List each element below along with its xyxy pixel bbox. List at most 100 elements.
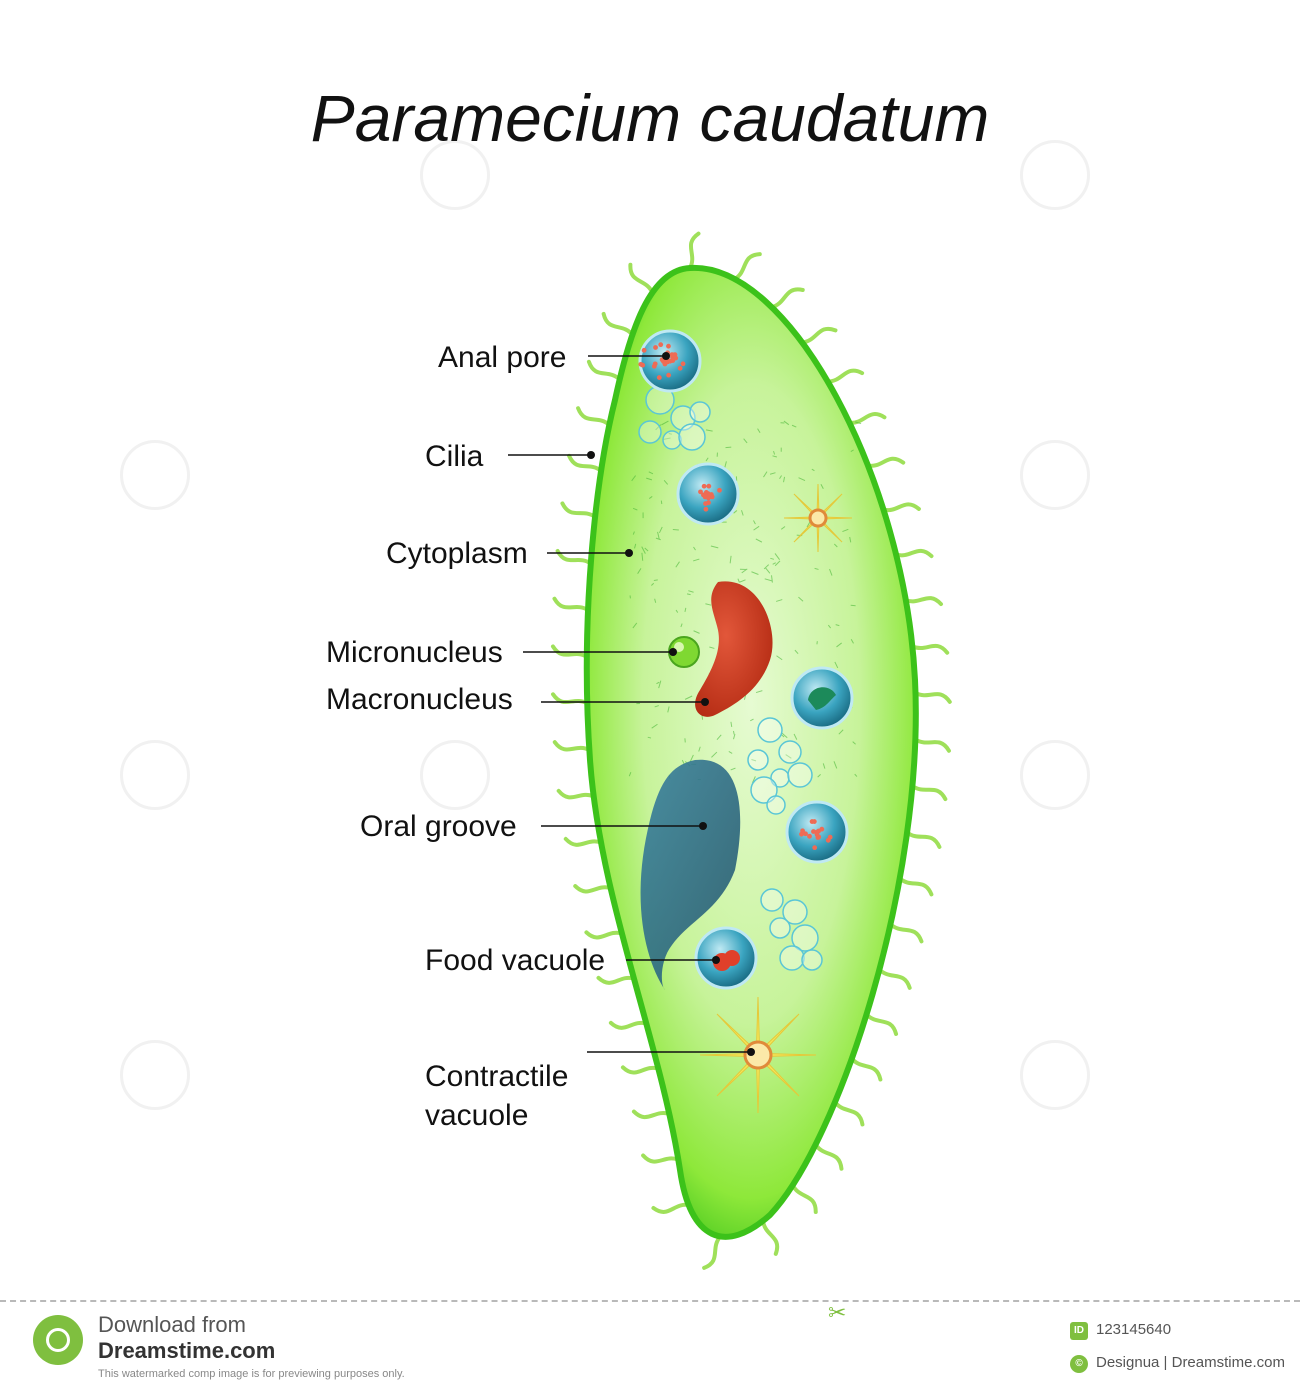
id-badge: ID [1070, 1322, 1088, 1340]
watermark-footer: Download from Dreamstime.com This waterm… [0, 1300, 1300, 1392]
footer-note: This watermarked comp image is for previ… [98, 1368, 405, 1380]
marker-micronucleus [669, 648, 677, 656]
particle [678, 366, 683, 371]
cilium [598, 978, 633, 983]
label-macronucleus: Macronucleus [326, 683, 513, 716]
particle [668, 359, 673, 364]
cilium [852, 1059, 881, 1080]
cilium [793, 1185, 816, 1212]
particle [666, 344, 671, 349]
footer-credit: Designua | Dreamstime.com [1096, 1354, 1285, 1371]
label-micronucleus: Micronucleus [326, 636, 503, 669]
cilium [555, 599, 589, 610]
particle [642, 348, 647, 353]
cilium [828, 371, 862, 382]
label-food-vacuole: Food vacuole [425, 944, 605, 977]
cilium [569, 456, 601, 471]
marker-cilia [587, 451, 595, 459]
cilium [763, 1221, 777, 1254]
particle [652, 364, 657, 369]
label-cilia: Cilia [425, 440, 484, 473]
particle [800, 828, 805, 833]
particle [812, 845, 817, 850]
label-cytoplasm: Cytoplasm [386, 537, 528, 570]
cilium [735, 254, 760, 279]
cilium [575, 886, 610, 891]
bubble [802, 950, 822, 970]
cilium [879, 969, 909, 987]
bubble [690, 402, 710, 422]
label-anal-pore: Anal pore [438, 341, 566, 374]
contractile-ray [817, 484, 819, 511]
cilium [915, 739, 949, 750]
particle [638, 362, 643, 367]
speckle [661, 501, 662, 504]
copyright-icon: © [1070, 1355, 1088, 1373]
particle [709, 492, 714, 497]
label-contractile-vacuole-line1: Contractile [425, 1060, 568, 1093]
cilium [704, 1236, 720, 1267]
marker-oral-groove [699, 822, 707, 830]
cilium [604, 314, 633, 335]
cilium [835, 1102, 862, 1124]
marker-food-vacuole [712, 956, 720, 964]
contractile-ray [784, 517, 811, 519]
particle [698, 489, 703, 494]
dreamstime-logo-icon [33, 1315, 83, 1365]
bubble [788, 763, 812, 787]
label-oral-groove: Oral groove [360, 810, 517, 843]
cilium [772, 289, 803, 307]
cilium [562, 503, 595, 517]
cilium [868, 459, 903, 466]
contractile-vacuole-upper [784, 484, 852, 552]
marker-macronucleus [701, 698, 709, 706]
bubble [761, 889, 783, 911]
bubble [770, 918, 790, 938]
cilium [912, 786, 945, 799]
cilium [623, 1067, 658, 1072]
bubble [679, 424, 705, 450]
cilium [566, 839, 601, 845]
footer-image-id: 123145640 [1096, 1321, 1171, 1338]
cilium [906, 598, 941, 604]
particle [653, 345, 658, 350]
scissors-icon: ✂ [828, 1300, 846, 1326]
particle [666, 373, 671, 378]
cilium [690, 234, 698, 268]
bubble [663, 431, 681, 449]
cilium [559, 791, 594, 798]
cilium [900, 878, 932, 894]
cilium [867, 1014, 897, 1034]
particle [819, 827, 824, 832]
cilium [643, 1156, 678, 1162]
cilium [802, 329, 835, 343]
particle [706, 500, 711, 505]
bubble [767, 796, 785, 814]
marker-contractile-vacuole [747, 1048, 755, 1056]
particle [681, 361, 686, 366]
cilium [816, 1145, 842, 1169]
cilium [611, 1023, 646, 1028]
cilium [907, 832, 939, 847]
particle [657, 375, 662, 380]
cilium [589, 362, 620, 380]
speckle [733, 731, 734, 734]
bubble [780, 946, 804, 970]
footer-brand: Dreamstime.com [98, 1338, 275, 1364]
particle [706, 484, 711, 489]
particle [703, 507, 708, 512]
speckle [673, 529, 679, 530]
paramecium-diagram: Anal pore Cilia Cytoplasm Micronucleus M… [0, 0, 1300, 1300]
vacuole-green [792, 668, 852, 728]
contractile-core [810, 510, 826, 526]
particle [810, 819, 815, 824]
particle [663, 362, 668, 367]
cilium [849, 414, 884, 423]
cilium [912, 646, 947, 653]
cilium [653, 1205, 688, 1212]
bubble [758, 718, 782, 742]
label-contractile-vacuole-line2: vacuole [425, 1099, 528, 1132]
contractile-ray [825, 517, 852, 519]
particle [815, 832, 820, 837]
cilium [883, 504, 918, 510]
